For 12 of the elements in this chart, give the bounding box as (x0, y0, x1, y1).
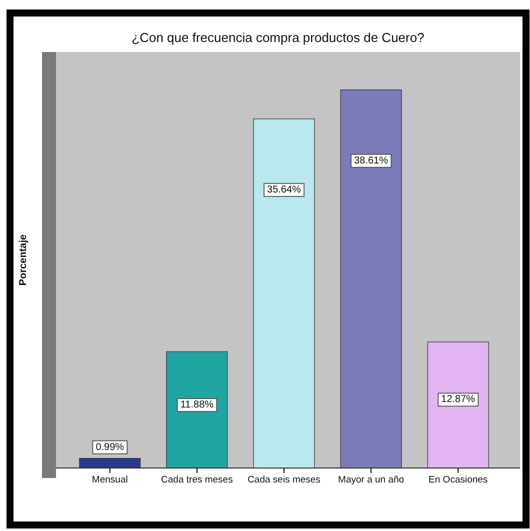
y-axis-title: Porcentaje (18, 234, 29, 286)
x-tick-label: Mayor a un año (338, 474, 404, 486)
x-tick-label: Cada seis meses (248, 474, 321, 486)
data-label: 11.88% (180, 400, 214, 410)
data-label: 12.87% (441, 394, 476, 406)
x-tick-label: Cada tres meses (161, 474, 234, 486)
chart-title: ¿Con que frecuencia compra productos de Cuero? (132, 30, 424, 45)
data-label: 0.99% (96, 442, 124, 453)
x-tick-label: En Ocasiones (428, 474, 488, 486)
data-label: 35.64% (267, 184, 302, 196)
data-label: 38.61% (354, 155, 388, 166)
x-tick-label: Mensual (92, 474, 128, 486)
